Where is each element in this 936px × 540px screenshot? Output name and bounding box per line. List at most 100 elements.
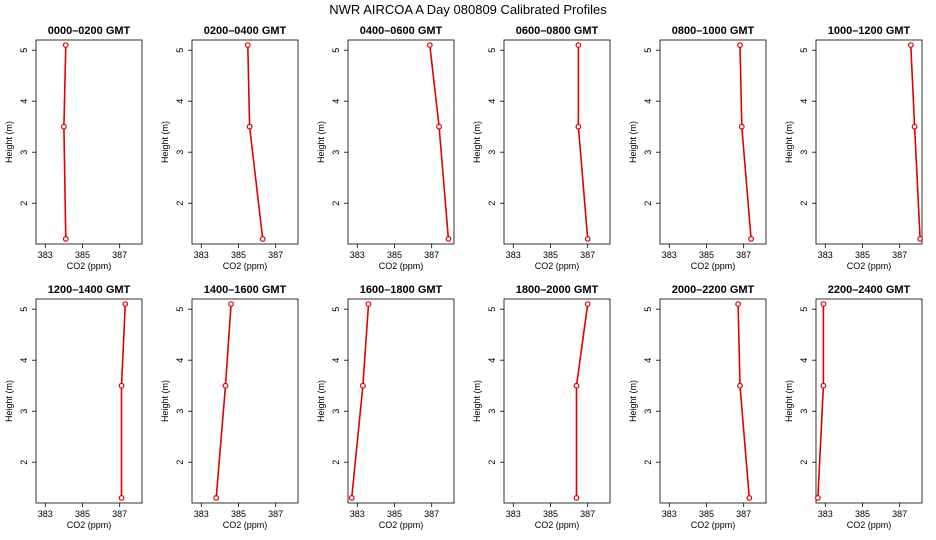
data-point: [584, 235, 591, 242]
series-line: [215, 304, 232, 498]
y-axis-label: Height (m): [4, 121, 14, 163]
data-point: [737, 382, 743, 389]
data-point: [748, 235, 755, 242]
x-axis-label: CO2 (ppm): [535, 520, 580, 530]
x-tick-label: 383: [662, 509, 677, 519]
data-point: [122, 301, 129, 308]
y-tick-label: 3: [331, 409, 341, 414]
y-tick-label: 2: [799, 201, 809, 206]
y-tick-label: 5: [799, 48, 809, 53]
data-point: [575, 123, 582, 130]
y-axis-label: Height (m): [472, 121, 482, 163]
plot-frame: [35, 39, 143, 245]
panel-title: 2000–2200 GMT: [672, 284, 755, 296]
x-tick-label: 387: [580, 250, 595, 260]
x-tick-label: 387: [424, 509, 439, 519]
panel-title: 0400–0600 GMT: [360, 25, 443, 37]
data-point: [584, 301, 591, 308]
panel-title: 1600–1800 GMT: [360, 284, 443, 296]
x-tick-label: 387: [268, 250, 283, 260]
x-tick-label: 385: [75, 250, 90, 260]
y-tick-label: 5: [19, 48, 29, 53]
series-line: [577, 45, 589, 239]
y-tick-label: 4: [487, 358, 497, 363]
x-tick-label: 383: [818, 509, 833, 519]
y-axis-label: Height (m): [472, 380, 482, 422]
data-point: [244, 42, 251, 48]
x-axis-label: CO2 (ppm): [379, 520, 424, 530]
panel-title: 2200–2400 GMT: [828, 284, 911, 296]
y-axis-label: Height (m): [784, 121, 794, 163]
y-tick-label: 2: [331, 201, 341, 206]
y-tick-label: 3: [487, 409, 497, 414]
y-axis-label: Height (m): [160, 121, 170, 163]
data-point: [445, 235, 452, 242]
y-tick-label: 3: [799, 409, 809, 414]
x-tick-label: 383: [506, 250, 521, 260]
plot-frame: [503, 39, 611, 245]
data-point: [738, 123, 745, 130]
y-tick-label: 2: [175, 201, 185, 206]
plot-frame: [347, 298, 455, 504]
data-point: [820, 301, 827, 308]
x-axis-label: CO2 (ppm): [223, 520, 268, 530]
x-tick-label: 387: [112, 509, 127, 519]
data-point: [573, 495, 580, 501]
data-point: [735, 301, 742, 308]
x-tick-label: 387: [892, 509, 907, 519]
data-point: [213, 495, 220, 501]
panel: 2000–2200 GMT 383 385 387 2 3 4 5 CO2 (ppm) Heigh…: [628, 284, 767, 530]
series-line: [247, 45, 264, 239]
panel-title: 1800–2000 GMT: [516, 284, 599, 296]
x-axis-label: CO2 (ppm): [691, 261, 736, 271]
y-axis-label: Height (m): [628, 121, 638, 163]
y-tick-label: 2: [175, 460, 185, 465]
panel-title: 1400–1600 GMT: [204, 284, 287, 296]
y-axis-label: Height (m): [160, 380, 170, 422]
plot-frame: [659, 39, 767, 245]
panel-title: 0200–0400 GMT: [204, 25, 287, 37]
y-tick-label: 5: [175, 307, 185, 312]
data-point: [820, 382, 827, 389]
x-axis-label: CO2 (ppm): [847, 520, 892, 530]
x-axis-label: CO2 (ppm): [223, 261, 268, 271]
panel: 0200–0400 GMT 383 385 387 2 3 4 5 CO2 (ppm) Heigh…: [160, 25, 299, 271]
y-tick-label: 4: [331, 99, 341, 104]
x-tick-label: 385: [699, 250, 714, 260]
x-axis-label: CO2 (ppm): [67, 261, 112, 271]
panel: 0000–0200 GMT 383 385 387 2 3 4 5 CO2 (ppm) Heigh…: [4, 25, 143, 271]
y-tick-label: 5: [331, 307, 341, 312]
y-axis-label: Height (m): [316, 121, 326, 163]
x-tick-label: 385: [543, 250, 558, 260]
series-line: [63, 45, 67, 239]
x-axis-label: CO2 (ppm): [535, 261, 580, 271]
data-point: [359, 382, 366, 389]
series-line: [817, 304, 825, 498]
data-point: [737, 42, 743, 48]
data-point: [246, 123, 253, 130]
data-point: [575, 42, 582, 48]
plot-frame: [347, 39, 455, 245]
x-tick-label: 387: [268, 509, 283, 519]
data-point: [228, 301, 234, 308]
plot-frame: [191, 39, 299, 245]
x-axis-label: CO2 (ppm): [847, 261, 892, 271]
x-tick-label: 387: [736, 509, 751, 519]
series-line: [910, 45, 921, 239]
panel: 1200–1400 GMT 383 385 387 2 3 4 5 CO2 (ppm) Heigh…: [4, 284, 143, 530]
y-tick-label: 3: [487, 150, 497, 155]
x-axis-label: CO2 (ppm): [67, 520, 112, 530]
series-line: [350, 304, 370, 498]
panel: 1400–1600 GMT 383 385 387 2 3 4 5 CO2 (ppm) Heigh…: [160, 284, 299, 530]
x-axis-label: CO2 (ppm): [691, 520, 736, 530]
y-tick-label: 3: [19, 409, 29, 414]
plot-frame: [815, 298, 923, 504]
x-tick-label: 385: [387, 509, 402, 519]
x-tick-label: 385: [699, 509, 714, 519]
x-tick-label: 385: [231, 250, 246, 260]
x-axis-label: CO2 (ppm): [379, 261, 424, 271]
y-tick-label: 2: [487, 201, 497, 206]
y-tick-label: 2: [19, 201, 29, 206]
series-line: [120, 304, 127, 498]
y-tick-label: 4: [175, 358, 185, 363]
